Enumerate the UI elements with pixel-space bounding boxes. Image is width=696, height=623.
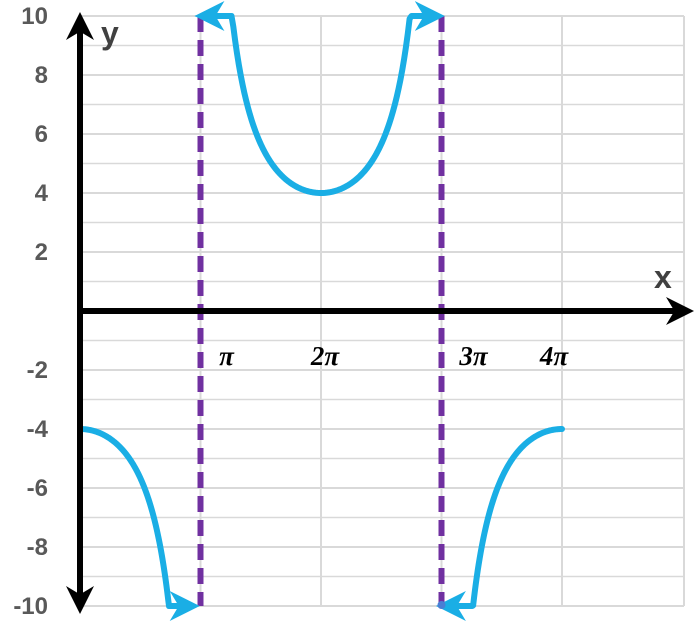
y-tick-label: 4 bbox=[35, 180, 49, 207]
x-tick-label: 4π bbox=[539, 341, 570, 371]
y-tick-label: 6 bbox=[35, 121, 48, 148]
curve-branch-3 bbox=[435, 426, 565, 621]
curve-branch-2 bbox=[194, 1, 445, 196]
axes bbox=[66, 12, 694, 614]
y-tick-label: 8 bbox=[35, 62, 48, 89]
y-tick-label: 10 bbox=[21, 3, 48, 30]
y-tick-label: 2 bbox=[35, 239, 48, 266]
x-tick-labels: π 2π 3π 4π bbox=[219, 341, 569, 371]
x-tick-label: π bbox=[219, 341, 235, 371]
asymptote-dot bbox=[437, 601, 446, 609]
y-axis-label: y bbox=[101, 15, 119, 51]
y-tick-label: -10 bbox=[13, 593, 48, 620]
x-axis-label: x bbox=[654, 259, 672, 295]
x-tick-label: 2π bbox=[310, 341, 341, 371]
curves bbox=[77, 1, 565, 621]
x-tick-label: 3π bbox=[458, 341, 489, 371]
y-tick-label: -4 bbox=[27, 416, 49, 443]
y-tick-label: -2 bbox=[27, 357, 48, 384]
curve-branch-1 bbox=[77, 426, 200, 621]
y-tick-labels: 10 8 6 4 2 -2 -4 -6 -8 -10 bbox=[13, 3, 48, 620]
y-tick-label: -8 bbox=[27, 534, 48, 561]
y-tick-label: -6 bbox=[27, 475, 48, 502]
